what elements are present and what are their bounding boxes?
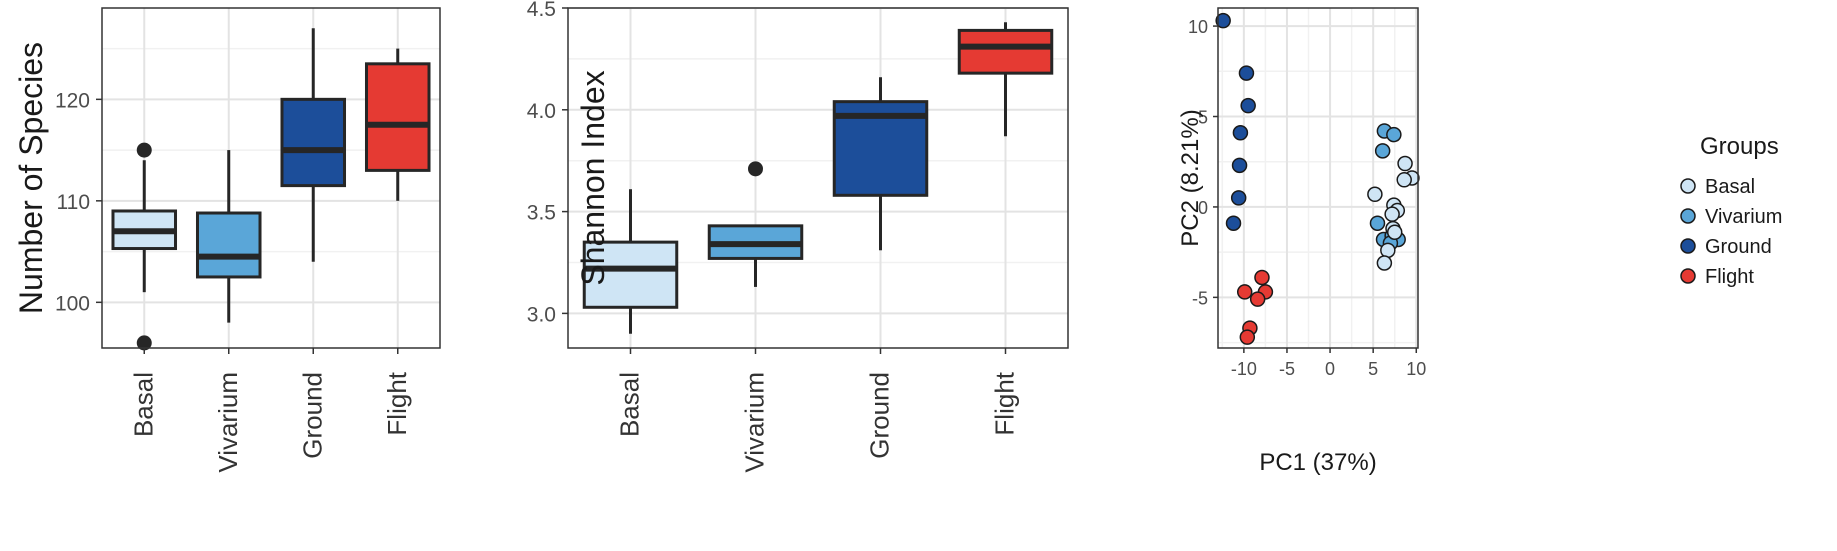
legend-key-vivarium	[1680, 208, 1696, 224]
point-vivarium	[1386, 126, 1402, 143]
y-tick-label: 3.5	[527, 202, 556, 225]
point-vivarium	[1369, 215, 1386, 231]
x-tick-label: 0	[1325, 359, 1335, 379]
point-ground	[1225, 215, 1242, 231]
box-basal	[582, 240, 679, 309]
x-tick-label: Basal	[128, 372, 158, 437]
point-ground	[1238, 65, 1255, 81]
point-ground	[1240, 97, 1256, 114]
legend-key-basal	[1680, 178, 1696, 194]
x-tick-label: Vivarium	[740, 372, 770, 473]
outlier-point	[136, 142, 152, 158]
point-ground	[1215, 12, 1231, 29]
y-axis-title: Number of Species	[13, 42, 49, 314]
point-ground	[1231, 157, 1248, 174]
outlier-point	[136, 335, 152, 351]
box-flight	[364, 62, 431, 172]
x-tick-label: Ground	[865, 372, 895, 459]
box-vivarium	[195, 211, 262, 279]
plot-border	[101, 7, 441, 349]
point-basal	[1376, 255, 1393, 271]
shannon-boxplot: 3.0 3.5 4.0 4.5 Basal Vivarium Ground Flight Sha…	[527, 0, 1069, 473]
y-tick-label: 100	[55, 292, 90, 315]
y-tick-label: 3.0	[527, 303, 556, 326]
point-ground	[1230, 190, 1247, 206]
y-tick-label: 10	[1188, 17, 1208, 37]
point-basal	[1396, 172, 1412, 188]
legend-label-vivarium: Vivarium	[1705, 206, 1782, 228]
point-ground	[1232, 125, 1249, 141]
y-tick-label: -5	[1192, 288, 1208, 308]
point-flight	[1236, 284, 1253, 300]
point-basal	[1380, 242, 1396, 259]
legend-key-flight	[1680, 268, 1696, 284]
outlier-point	[748, 161, 763, 177]
point-vivarium	[1374, 143, 1391, 159]
y-tick-label: 110	[57, 191, 90, 214]
x-tick-label: Flight	[990, 371, 1020, 435]
y-tick-label: 120	[55, 89, 90, 112]
point-flight	[1249, 291, 1266, 307]
plot-border	[567, 7, 1069, 349]
plot-border	[1217, 7, 1419, 349]
x-tick-label: Ground	[297, 372, 327, 459]
box-ground	[280, 97, 347, 188]
legend: Groups Basal Vivarium Ground Flight	[1680, 133, 1782, 288]
x-tick-label: Basal	[615, 372, 645, 437]
x-tick-label: Vivarium	[213, 372, 243, 473]
y-axis-title: Shannon Index	[575, 70, 611, 285]
x-tick-label: -5	[1279, 359, 1295, 379]
legend-label-flight: Flight	[1705, 266, 1754, 288]
point-flight	[1254, 269, 1270, 286]
legend-key-ground	[1680, 238, 1696, 254]
point-basal	[1384, 206, 1400, 222]
point-basal	[1397, 155, 1413, 172]
plot-background	[102, 8, 440, 348]
legend-label-ground: Ground	[1705, 236, 1772, 258]
species-boxplot: 100 110 120 Basal Vivarium Ground Flight Number…	[13, 7, 441, 473]
x-tick-label: 10	[1406, 359, 1426, 379]
legend-label-basal: Basal	[1705, 176, 1755, 198]
point-basal	[1367, 186, 1383, 203]
pca-scatter: -10 -5 0 5 10 -5 0 5 10 PC1 (37%) PC2 (8.21%) Group…	[1177, 7, 1782, 476]
x-tick-label: 5	[1368, 359, 1378, 379]
y-axis-title: PC2 (8.21%)	[1177, 109, 1204, 246]
point-basal	[1386, 224, 1403, 241]
y-tick-label: 0	[1198, 198, 1208, 218]
y-tick-label: 5	[1198, 108, 1208, 128]
point-flight	[1239, 329, 1256, 345]
x-tick-label: -10	[1231, 359, 1257, 379]
legend-title: Groups	[1700, 133, 1779, 160]
box-flight	[957, 28, 1054, 75]
x-tick-label: Flight	[382, 371, 412, 435]
y-tick-label: 4.5	[527, 0, 556, 21]
x-axis-title: PC1 (37%)	[1259, 449, 1376, 476]
y-tick-label: 4.0	[527, 100, 556, 123]
